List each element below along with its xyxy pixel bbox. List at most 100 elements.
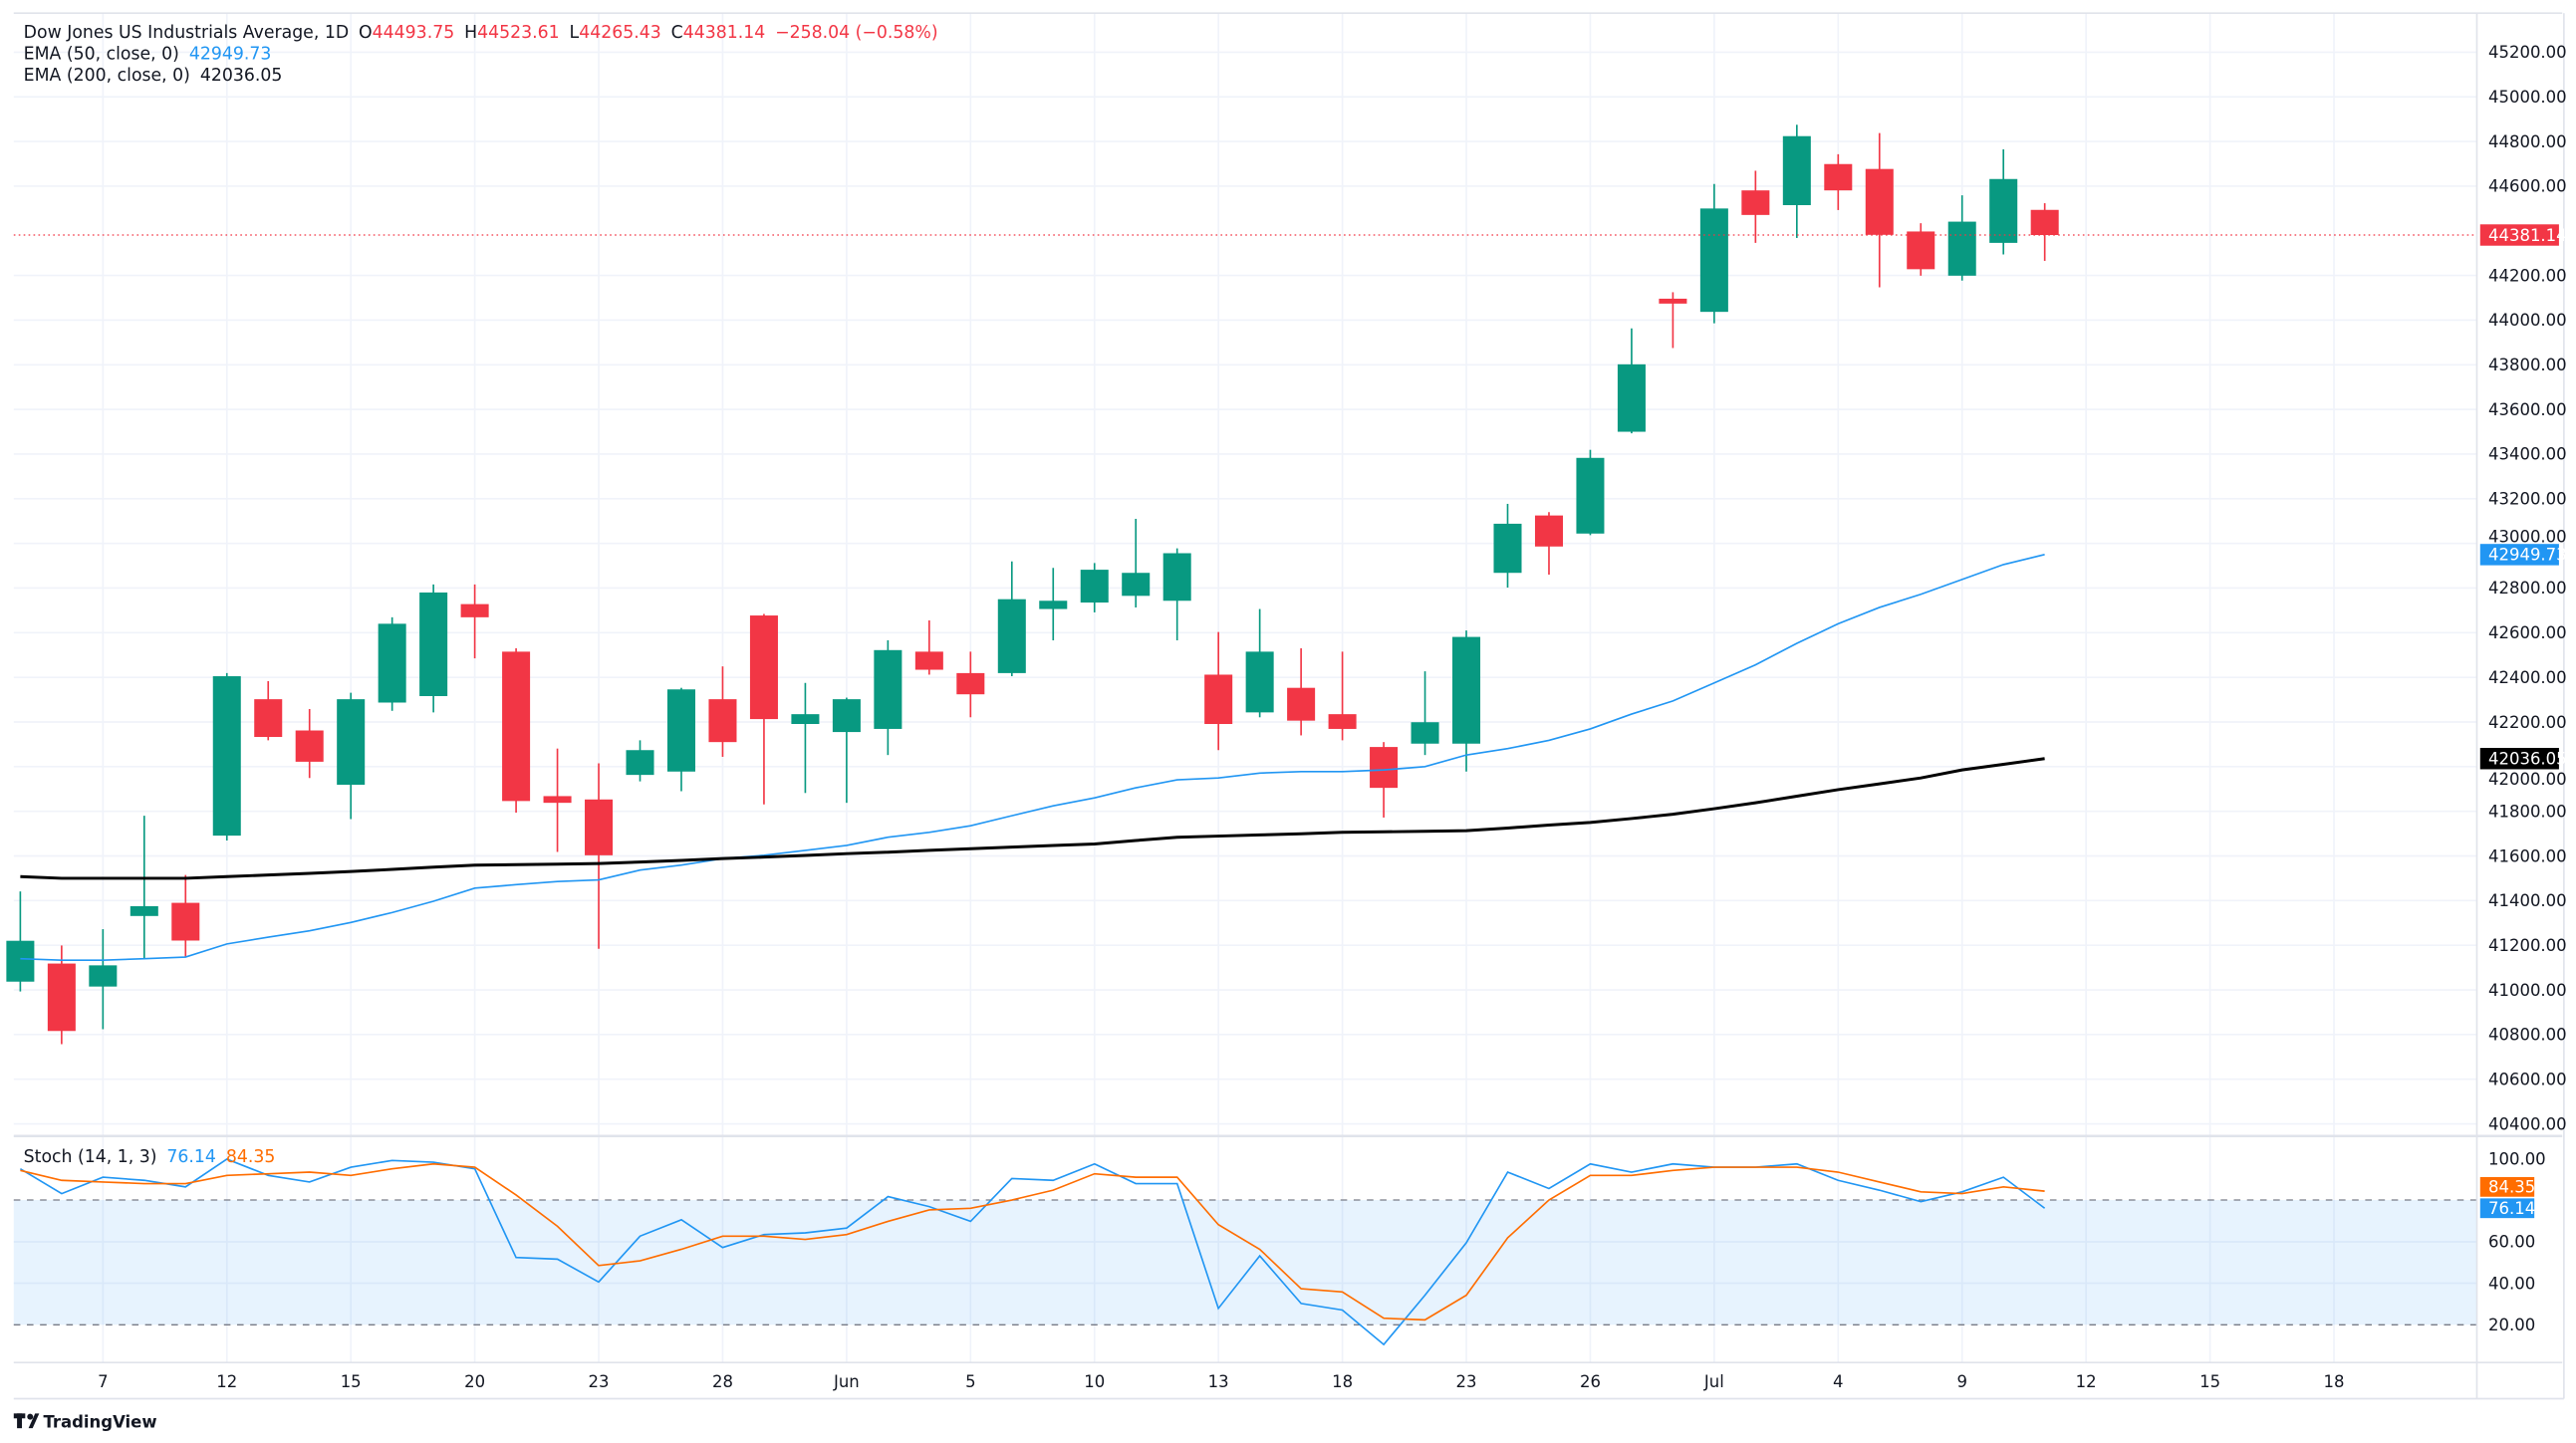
candle-bullish xyxy=(1080,570,1109,603)
x-tick-label: 7 xyxy=(98,1372,108,1391)
y-tick-label: 45200.00 xyxy=(2488,43,2567,62)
y-tick-label: 44600.00 xyxy=(2488,177,2567,196)
y-tick-label: 43000.00 xyxy=(2488,528,2567,547)
x-tick-label: 12 xyxy=(2076,1372,2097,1391)
candle-bearish xyxy=(1204,674,1233,725)
candle-bearish xyxy=(1907,231,1935,270)
candle-bullish xyxy=(1617,363,1646,432)
candle-bearish xyxy=(585,799,614,855)
y-tick-label: 43800.00 xyxy=(2488,356,2567,374)
indicator-lines xyxy=(19,554,2046,1346)
candle-bullish xyxy=(1162,553,1191,601)
y-tick-label: 42200.00 xyxy=(2488,713,2567,732)
candle-bearish xyxy=(47,963,76,1032)
candle-bullish xyxy=(666,689,696,772)
legend-ema200[interactable]: EMA (200, close, 0) 42036.05 xyxy=(24,66,283,86)
candle-bearish xyxy=(1659,298,1687,304)
tradingview-logo[interactable]: TradingView xyxy=(13,1412,157,1431)
candle-bearish xyxy=(956,672,985,695)
candle-bullish xyxy=(419,592,448,696)
candle-bearish xyxy=(460,603,489,617)
candle-bearish xyxy=(1328,714,1357,729)
stoch-k-line xyxy=(19,1158,2046,1346)
legend-stoch[interactable]: Stoch (14, 1, 3) 76.14 84.35 xyxy=(24,1147,276,1167)
stoch-tick-label: 100.00 xyxy=(2488,1149,2546,1168)
legend-ema50[interactable]: EMA (50, close, 0) 42949.73 xyxy=(24,44,272,64)
candle-bearish xyxy=(1824,163,1853,191)
svg-text:76.14: 76.14 xyxy=(2488,1199,2535,1218)
stoch-tick-label: 60.00 xyxy=(2488,1233,2535,1252)
candle-bullish xyxy=(1989,178,2018,243)
x-tick-label: 23 xyxy=(589,1372,610,1391)
stoch-tick-label: 40.00 xyxy=(2488,1274,2535,1293)
candle-bullish xyxy=(129,905,158,916)
stoch-k-tag: 76.14 xyxy=(2479,1198,2535,1219)
y-tick-label: 45000.00 xyxy=(2488,88,2567,107)
candle-bearish xyxy=(1865,168,1894,235)
candle-bearish xyxy=(171,902,200,941)
y-tick-label: 43200.00 xyxy=(2488,490,2567,509)
x-tick-label: 10 xyxy=(1084,1372,1105,1391)
candle-bearish xyxy=(295,730,324,762)
candle-bearish xyxy=(1741,190,1770,215)
svg-text:42949.73: 42949.73 xyxy=(2488,546,2567,565)
time-axis[interactable]: 7 12 15 20 23 28 Jun 5 10 13 18 23 26 Jul 4 9 12 15 18 xyxy=(98,1372,2344,1391)
candle-bullish xyxy=(89,965,118,987)
x-tick-label: 13 xyxy=(1208,1372,1229,1391)
candle-bearish xyxy=(502,651,531,802)
x-tick-label: 20 xyxy=(464,1372,485,1391)
candle-bullish xyxy=(212,676,241,837)
candle-bullish xyxy=(1699,208,1728,313)
candle-bullish xyxy=(832,699,861,733)
x-tick-label: Jun xyxy=(833,1372,860,1391)
x-tick-label: 28 xyxy=(712,1372,733,1391)
candle-bullish xyxy=(1411,722,1439,744)
candle-bullish xyxy=(1493,523,1522,574)
y-tick-label: 41000.00 xyxy=(2488,981,2567,1000)
svg-text:42036.05: 42036.05 xyxy=(2488,750,2567,769)
y-tick-label: 40600.00 xyxy=(2488,1070,2567,1088)
x-tick-label: 26 xyxy=(1580,1372,1601,1391)
candle-bullish xyxy=(1576,457,1605,534)
y-tick-label: 41400.00 xyxy=(2488,891,2567,910)
candle-bullish xyxy=(626,750,654,776)
x-tick-label: 5 xyxy=(965,1372,975,1391)
candle-bearish xyxy=(1534,515,1563,547)
candle-bullish xyxy=(1039,601,1068,609)
candle-bullish xyxy=(874,649,902,729)
price-axis[interactable]: 45200.00 45000.00 44800.00 44600.00 44200.00… xyxy=(2488,43,2567,1133)
candle-bearish xyxy=(2030,209,2059,236)
y-tick-label: 44000.00 xyxy=(2488,311,2567,330)
svg-text:TradingView: TradingView xyxy=(43,1412,156,1431)
y-tick-label: 42000.00 xyxy=(2488,770,2567,789)
svg-text:84.35: 84.35 xyxy=(2488,1178,2535,1197)
stoch-d-tag: 84.35 xyxy=(2479,1176,2535,1197)
candle-bullish xyxy=(1947,221,1976,276)
y-tick-label: 40800.00 xyxy=(2488,1026,2567,1045)
stoch-axis[interactable]: 100.00 60.00 40.00 20.00 xyxy=(2488,1149,2546,1334)
x-tick-label: 4 xyxy=(1833,1372,1843,1391)
ema50-line xyxy=(20,554,2045,962)
svg-text:44381.14: 44381.14 xyxy=(2488,226,2567,245)
y-tick-label: 42600.00 xyxy=(2488,623,2567,642)
grid xyxy=(13,13,2477,1363)
y-tick-label: 44800.00 xyxy=(2488,132,2567,151)
y-tick-label: 43400.00 xyxy=(2488,445,2567,464)
candle-bullish xyxy=(337,699,366,785)
y-tick-label: 40400.00 xyxy=(2488,1114,2567,1133)
last-price-tag: 44381.14 xyxy=(2479,224,2567,246)
candle-bearish xyxy=(914,651,943,670)
candle-bearish xyxy=(543,796,572,804)
candle-bullish xyxy=(1782,135,1811,205)
candle-bearish xyxy=(708,699,737,743)
x-tick-label: Jul xyxy=(1703,1372,1724,1391)
x-tick-label: 12 xyxy=(216,1372,237,1391)
stoch-tick-label: 20.00 xyxy=(2488,1316,2535,1334)
x-tick-label: 18 xyxy=(1332,1372,1353,1391)
ema200-price-tag: 42036.05 xyxy=(2479,748,2567,770)
candle-bullish xyxy=(791,714,820,725)
x-tick-label: 23 xyxy=(1456,1372,1477,1391)
candles xyxy=(6,124,2059,1045)
candle-bullish xyxy=(378,623,406,703)
